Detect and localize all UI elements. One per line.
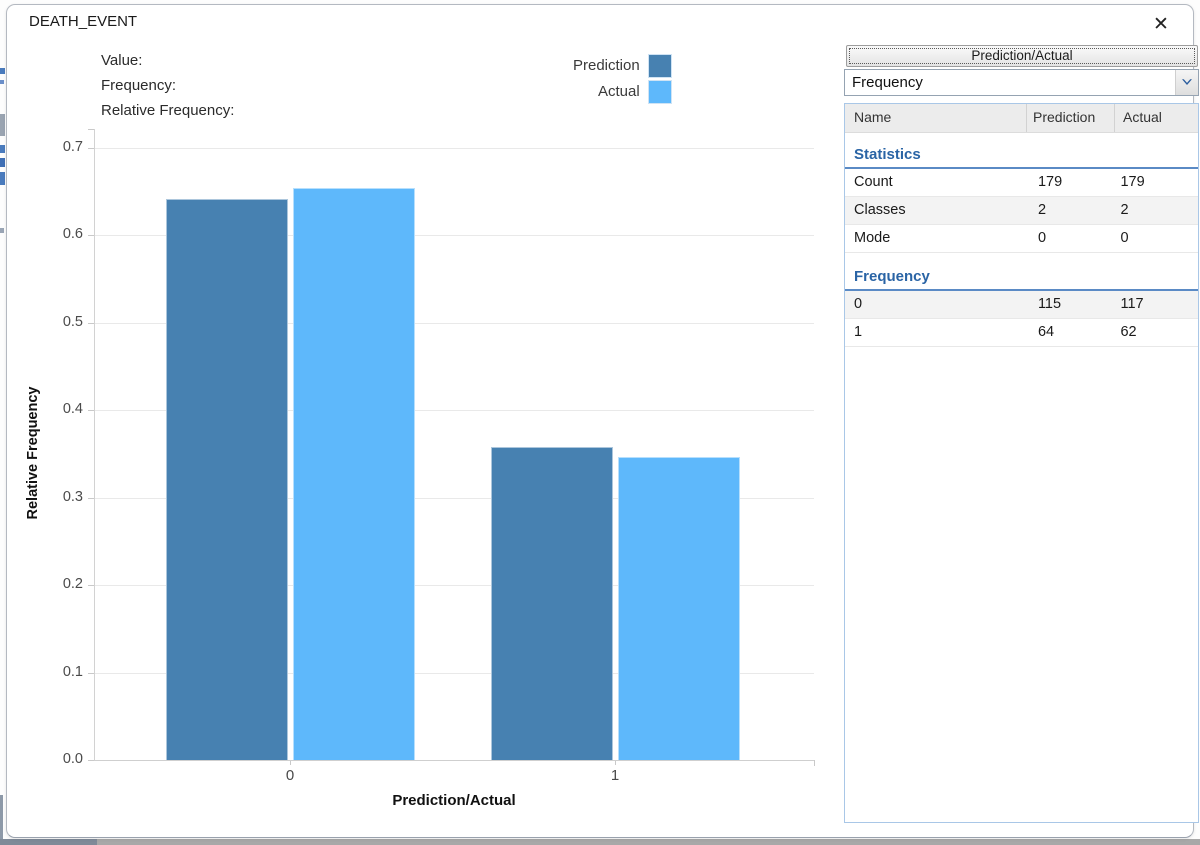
background-artifact [0, 68, 5, 74]
legend-item[interactable]: Prediction [573, 53, 672, 78]
y-tick-label: 0.2 [62, 576, 83, 593]
table-column-header: Actual [1114, 104, 1198, 132]
table-cell: 179 [1037, 174, 1063, 190]
bar-actual-1[interactable] [617, 457, 740, 760]
table-row: 1 64 62 [845, 319, 1198, 347]
y-tick-mark [88, 235, 94, 237]
gridline [94, 585, 814, 587]
gridline [94, 235, 814, 237]
table-cell: 115 [1037, 296, 1062, 312]
bar-prediction-0[interactable] [165, 198, 288, 760]
table-row: Mode 0 0 [845, 225, 1198, 253]
x-tick-label: 1 [610, 767, 620, 784]
bar-prediction-1[interactable] [490, 447, 613, 760]
background-artifact [0, 795, 3, 845]
gridline [94, 497, 814, 499]
y-tick-label: 0.3 [62, 488, 83, 505]
table-row: 0 115 117 [845, 291, 1198, 319]
table-cell: 0 [1037, 230, 1047, 246]
background-artifact [0, 839, 97, 845]
background-artifact [0, 839, 1200, 845]
table-cell: Mode [854, 230, 891, 246]
column-selector-button[interactable]: Prediction/Actual [846, 45, 1198, 67]
y-tick-label: 0.1 [62, 663, 83, 680]
measure-select[interactable]: Frequency [844, 69, 1199, 96]
y-tick-label: 0.4 [62, 401, 83, 418]
measure-select-value: Frequency [852, 74, 923, 91]
y-tick-mark [88, 585, 94, 587]
y-tick-label: 0.7 [62, 139, 83, 155]
table-body: Statistics Count 179 179 Classes 2 2 Mode 0 0 Freq… [845, 142, 1198, 347]
y-tick-mark [88, 760, 94, 761]
chart-legend: Prediction Actual [573, 53, 672, 104]
table-cell: 0 [854, 296, 863, 312]
gridline [94, 148, 814, 149]
table-column-header: Name [854, 109, 892, 125]
background-artifact [0, 114, 5, 136]
table-cell: 62 [1120, 324, 1137, 340]
legend-label: Prediction [573, 57, 640, 74]
dialog-title: DEATH_EVENT [29, 13, 138, 30]
table-cell: Classes [854, 202, 906, 218]
y-tick-mark [88, 497, 94, 499]
table-column-header: Prediction [1026, 104, 1114, 132]
y-tick-label: 0.6 [62, 226, 83, 243]
table-header-row: Name Prediction Actual [845, 104, 1198, 133]
background-artifact [0, 80, 4, 84]
y-tick-mark [88, 322, 94, 324]
background-artifact [0, 172, 5, 185]
table-cell: 1 [854, 324, 863, 340]
table-cell: 2 [1120, 202, 1129, 218]
legend-item[interactable]: Actual [573, 79, 672, 104]
table-cell: 117 [1120, 296, 1144, 312]
relative-frequency-label: Relative Frequency: [101, 102, 235, 119]
x-tick-label: 0 [285, 767, 295, 784]
death-event-dialog: DEATH_EVENT ✕ Value: Frequency: Relative… [6, 4, 1199, 839]
x-tick-mark [615, 760, 616, 765]
background-artifact [0, 228, 4, 233]
table-row: Classes 2 2 [845, 197, 1198, 225]
table-section-header: Frequency [845, 264, 1198, 291]
table-cell: 64 [1037, 324, 1055, 340]
x-tick-mark [290, 760, 291, 765]
y-tick-mark [88, 410, 94, 412]
statistics-table: Name Prediction Actual Statistics Count 179 1… [844, 103, 1199, 823]
table-row: Count 179 179 [845, 169, 1198, 197]
legend-swatch [647, 79, 672, 104]
table-cell: Count [854, 174, 893, 190]
x-axis-title: Prediction/Actual [392, 792, 516, 809]
table-cell: 0 [1120, 230, 1129, 246]
table-cell: 179 [1120, 174, 1145, 190]
value-label: Value: [101, 52, 143, 69]
gridline [94, 410, 814, 412]
close-button[interactable]: ✕ [1147, 10, 1175, 38]
table-section-header: Statistics [845, 142, 1198, 169]
x-axis-line [94, 760, 815, 761]
bar-actual-0[interactable] [292, 188, 415, 760]
legend-swatch [647, 53, 672, 78]
close-icon: ✕ [1153, 13, 1169, 35]
x-axis-end-tick [814, 760, 815, 766]
legend-label: Actual [598, 83, 640, 100]
frequency-label: Frequency: [101, 77, 177, 94]
table-cell: 2 [1037, 202, 1047, 218]
y-tick-mark [88, 672, 94, 674]
gridline [94, 672, 814, 674]
background-artifact [0, 145, 5, 153]
y-tick-label: 0.0 [62, 751, 83, 767]
y-axis-end-tick [88, 129, 94, 130]
histogram-chart: Relative Frequency Prediction/Actual 0.0… [7, 5, 843, 839]
gridline [94, 322, 814, 324]
chevron-down-icon[interactable] [1175, 70, 1198, 95]
hover-readout: Value: Frequency: Relative Frequency: [101, 48, 234, 123]
y-axis-line [94, 129, 95, 761]
y-tick-label: 0.5 [62, 313, 83, 330]
y-tick-mark [88, 148, 94, 149]
background-artifact [0, 158, 5, 167]
